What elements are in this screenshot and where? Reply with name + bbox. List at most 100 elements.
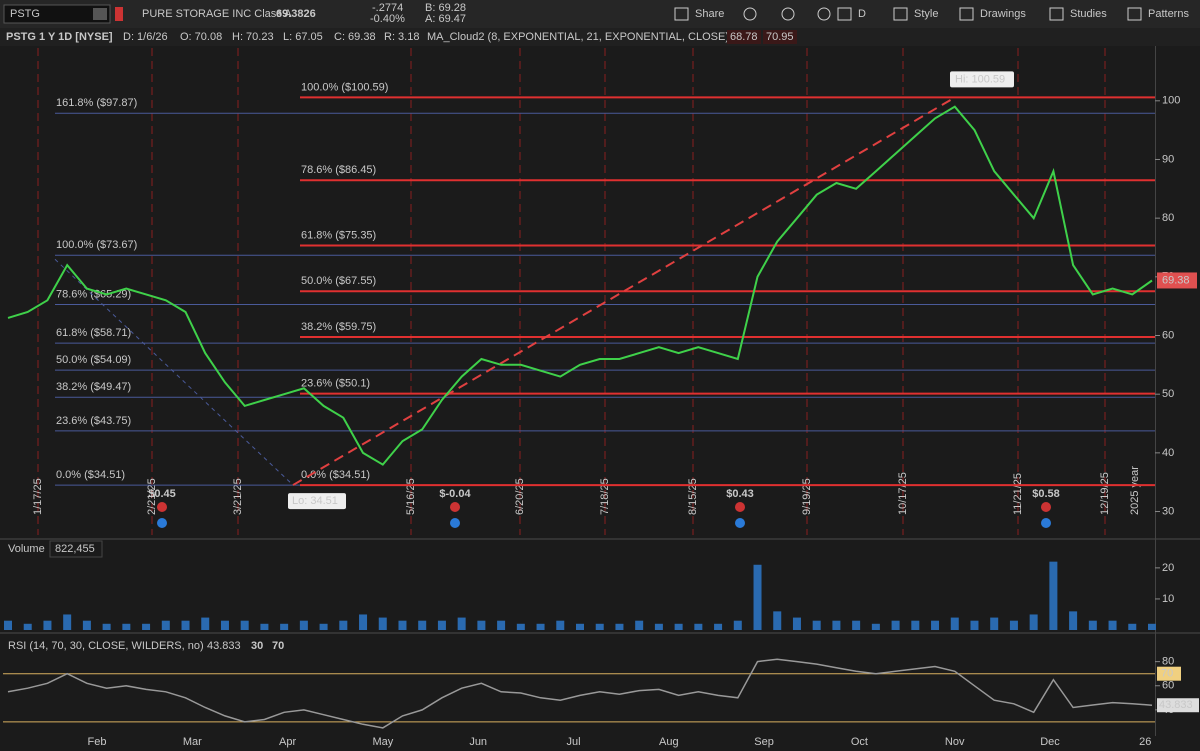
rsi-tag bbox=[1157, 698, 1199, 713]
date-marker-label: 7/18/25 bbox=[599, 478, 611, 515]
button-icon[interactable] bbox=[893, 7, 908, 21]
fib-label: 23.6% ($50.1) bbox=[301, 378, 370, 390]
volume-bar bbox=[595, 623, 604, 630]
toolbar-icon[interactable] bbox=[781, 7, 795, 21]
ohlc-item: H: 70.23 bbox=[232, 31, 274, 43]
volume-bar bbox=[536, 623, 545, 630]
volume-bar bbox=[891, 620, 900, 630]
toolbar-button[interactable]: Patterns bbox=[1148, 8, 1189, 20]
date-marker-label: 3/21/25 bbox=[232, 478, 244, 515]
dividend-icon[interactable] bbox=[450, 518, 460, 528]
volume-bar bbox=[635, 620, 644, 630]
date-marker-label: 5/16/25 bbox=[405, 478, 417, 515]
x-month-label: Aug bbox=[659, 736, 679, 748]
volume-bar bbox=[23, 623, 32, 630]
volume-bar bbox=[359, 614, 368, 630]
symbol[interactable]: PSTG bbox=[10, 8, 40, 20]
volume-bar bbox=[871, 623, 880, 630]
volume-bar bbox=[852, 620, 861, 630]
button-icon[interactable] bbox=[1049, 7, 1064, 21]
volume-bar bbox=[220, 620, 229, 630]
volume-bar bbox=[82, 620, 91, 630]
fib-label: 0.0% ($34.51) bbox=[56, 469, 125, 481]
toolbar-button[interactable]: Drawings bbox=[980, 8, 1026, 20]
ask: A: 69.47 bbox=[425, 13, 466, 25]
date-marker-label: 2025 year bbox=[1129, 466, 1141, 515]
volume-bar bbox=[615, 623, 624, 630]
chart-symbol: PSTG 1 Y 1D [NYSE] bbox=[6, 31, 113, 43]
dividend-icon[interactable] bbox=[735, 518, 745, 528]
y-tick-label: 20 bbox=[1162, 562, 1174, 574]
change: -.2774 bbox=[372, 2, 403, 14]
volume-bar bbox=[556, 620, 565, 630]
ma2: 70.95 bbox=[766, 31, 794, 43]
study-label: MA_Cloud2 (8, EXPONENTIAL, 21, EXPONENTI… bbox=[427, 31, 729, 43]
ma2-box bbox=[763, 30, 797, 44]
y-tick-label: 80 bbox=[1162, 656, 1174, 668]
volume-bar bbox=[1069, 611, 1078, 630]
earnings-icon[interactable] bbox=[735, 502, 745, 512]
toolbar-button[interactable]: Share bbox=[695, 8, 724, 20]
y-tick-label: 30 bbox=[1162, 505, 1174, 517]
volume-title: Volume bbox=[8, 543, 45, 555]
volume-bar bbox=[773, 611, 782, 630]
symbol-box[interactable] bbox=[3, 4, 111, 24]
volume-bar bbox=[1049, 561, 1058, 630]
earnings-label[interactable]: $-0.04 bbox=[439, 488, 471, 500]
y-tick-label: 60 bbox=[1162, 680, 1174, 692]
volume-bar bbox=[339, 620, 348, 630]
toolbar-button[interactable]: D bbox=[858, 8, 866, 20]
dividend-icon[interactable] bbox=[1041, 518, 1051, 528]
ohlc-item: O: 70.08 bbox=[180, 31, 222, 43]
button-icon[interactable] bbox=[674, 7, 689, 21]
volume-bar bbox=[398, 620, 407, 630]
earnings-label[interactable]: $0.43 bbox=[726, 488, 754, 500]
ma1: 68.78 bbox=[730, 31, 758, 43]
x-month-label: Jun bbox=[469, 736, 487, 748]
earnings-icon[interactable] bbox=[450, 502, 460, 512]
trend-line bbox=[54, 258, 294, 486]
link-icon[interactable] bbox=[115, 7, 123, 21]
button-icon[interactable] bbox=[959, 7, 974, 21]
volume-bar bbox=[319, 623, 328, 630]
rsi-overbought: 70 bbox=[272, 640, 284, 652]
fib-label: 50.0% ($54.09) bbox=[56, 354, 131, 366]
toolbar-button[interactable]: Studies bbox=[1070, 8, 1107, 20]
hi-box bbox=[950, 71, 1014, 88]
ohlc-item: L: 67.05 bbox=[283, 31, 323, 43]
earnings-icon[interactable] bbox=[157, 502, 167, 512]
fib-label: 61.8% ($58.71) bbox=[56, 327, 131, 339]
volume-bar bbox=[437, 620, 446, 630]
volume-bar bbox=[1128, 623, 1137, 630]
earnings-label[interactable]: $0.45 bbox=[148, 488, 176, 500]
date-marker-label: 8/15/25 bbox=[687, 478, 699, 515]
toolbar-icon[interactable] bbox=[817, 7, 831, 21]
volume-bar bbox=[753, 564, 762, 630]
dropdown[interactable] bbox=[93, 8, 107, 20]
volume-bar bbox=[280, 623, 289, 630]
x-month-label: Mar bbox=[183, 736, 202, 748]
volume-bar bbox=[63, 614, 72, 630]
toolbar bbox=[0, 0, 1200, 28]
fib-label: 50.0% ($67.55) bbox=[301, 275, 376, 287]
earnings-icon[interactable] bbox=[1041, 502, 1051, 512]
y-tick-label: 50 bbox=[1162, 388, 1174, 400]
volume-bar bbox=[102, 623, 111, 630]
x-month-label: Jul bbox=[566, 736, 580, 748]
earnings-label[interactable]: $0.58 bbox=[1032, 488, 1060, 500]
volume-bar bbox=[240, 620, 249, 630]
toolbar-button[interactable]: Style bbox=[914, 8, 938, 20]
date-marker-label: 11/21/25 bbox=[1012, 473, 1024, 515]
y-tick-label: 100 bbox=[1162, 95, 1180, 107]
toolbar-icon[interactable] bbox=[743, 7, 757, 21]
volume-bar bbox=[4, 620, 12, 630]
dividend-icon[interactable] bbox=[157, 518, 167, 528]
button-icon[interactable] bbox=[1127, 7, 1142, 21]
lo-box bbox=[288, 493, 346, 510]
volume-bar bbox=[812, 620, 821, 630]
volume-bar bbox=[378, 617, 387, 630]
change-pct: -0.40% bbox=[370, 13, 405, 25]
x-month-label: Apr bbox=[279, 736, 296, 748]
button-icon[interactable] bbox=[837, 7, 852, 21]
